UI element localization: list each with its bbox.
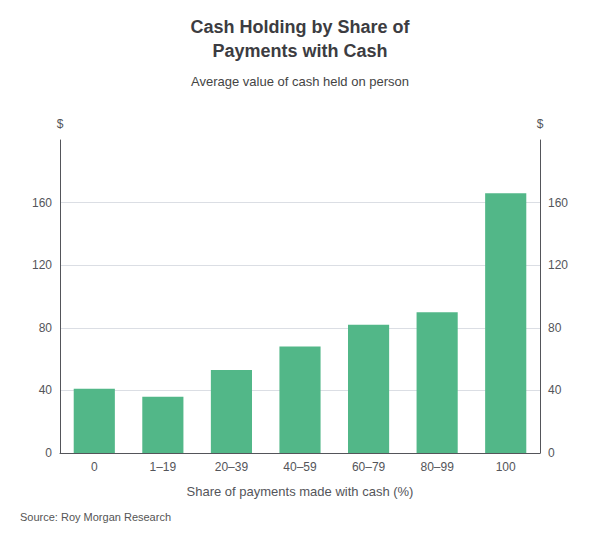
svg-text:80–99: 80–99 [420,460,454,474]
svg-text:40–59: 40–59 [283,460,317,474]
svg-text:80: 80 [548,321,562,335]
svg-text:0: 0 [45,446,52,460]
svg-text:60–79: 60–79 [352,460,386,474]
svg-text:120: 120 [548,258,568,272]
svg-text:Payments with Cash: Payments with Cash [212,41,387,61]
svg-text:160: 160 [32,196,52,210]
svg-text:Average value of cash held on: Average value of cash held on person [191,74,409,89]
svg-text:0: 0 [548,446,555,460]
svg-text:Share of payments made with ca: Share of payments made with cash (%) [187,484,414,499]
svg-text:Source: Roy Morgan Research: Source: Roy Morgan Research [20,511,171,523]
svg-text:$: $ [537,117,544,131]
svg-text:20–39: 20–39 [215,460,249,474]
svg-text:80: 80 [39,321,53,335]
svg-text:$: $ [57,117,64,131]
svg-text:40: 40 [548,383,562,397]
svg-text:160: 160 [548,196,568,210]
svg-text:1–19: 1–19 [150,460,177,474]
svg-text:120: 120 [32,258,52,272]
svg-text:0: 0 [91,460,98,474]
svg-text:40: 40 [39,383,53,397]
svg-text:100: 100 [496,460,516,474]
svg-text:Cash Holding by Share of: Cash Holding by Share of [190,17,410,37]
